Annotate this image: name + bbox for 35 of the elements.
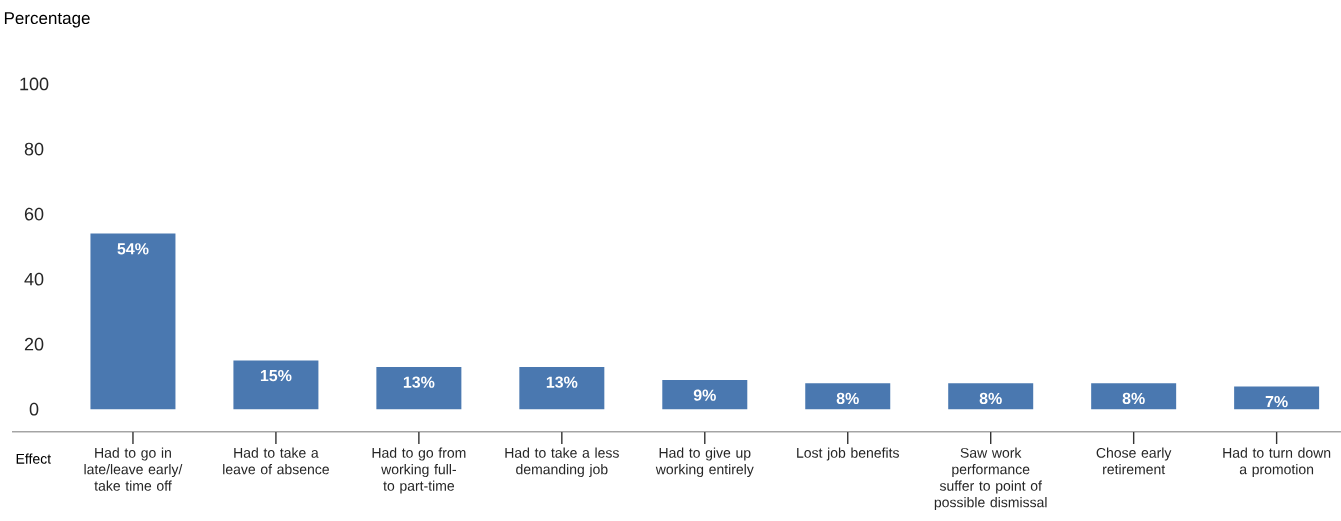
- data-label: 7%: [1265, 395, 1288, 408]
- bar: [1091, 383, 1177, 410]
- data-label: 9%: [693, 389, 716, 401]
- data-label: 8%: [1122, 392, 1145, 405]
- data-label: 13%: [546, 376, 578, 388]
- x-tick-label: Saw work performance suffer to point of possible dismissal: [934, 447, 1047, 511]
- y-axis-title: Percentage: [4, 12, 90, 28]
- data-label: 13%: [403, 376, 435, 388]
- bar: [90, 233, 176, 410]
- x-tick-label: Had to take a less demanding job: [505, 447, 619, 478]
- x-tick-label: Had to go in late/leave early/ take time off: [84, 447, 183, 491]
- bar: [519, 366, 605, 410]
- x-tick-label: Chose early retirement: [1096, 447, 1172, 475]
- y-tick-label: 60: [24, 207, 44, 221]
- x-axis-title: Effect: [16, 453, 51, 464]
- bar: [948, 383, 1034, 410]
- data-label: 54%: [117, 243, 149, 255]
- bar: [805, 383, 891, 410]
- bar: [662, 379, 748, 410]
- y-tick-label: 100: [20, 77, 49, 91]
- x-tick-label: Lost job benefits: [797, 447, 899, 461]
- x-tick-label: Had to take a leave of absence: [223, 447, 329, 475]
- data-label: 8%: [836, 392, 859, 405]
- y-tick-label: 40: [24, 272, 44, 286]
- y-tick-label: 80: [24, 142, 44, 156]
- data-label: 8%: [979, 392, 1002, 405]
- bar: [1234, 386, 1320, 410]
- x-tick-label: Had to turn down a promotion: [1223, 447, 1331, 478]
- data-label: 15%: [260, 369, 292, 382]
- y-tick-label: 0: [29, 402, 39, 416]
- bar: [376, 366, 462, 410]
- x-tick-label: Had to give up working entirely: [655, 447, 754, 478]
- bar: [233, 360, 319, 410]
- y-tick-label: 20: [24, 337, 44, 351]
- x-tick-label: Had to go from working full- to part-time: [372, 447, 466, 494]
